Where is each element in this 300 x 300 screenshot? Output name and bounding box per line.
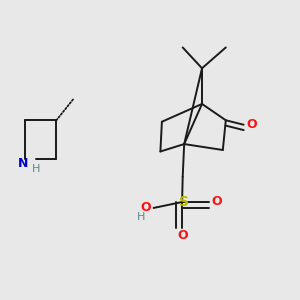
- Text: O: O: [246, 118, 257, 130]
- Text: O: O: [140, 201, 151, 214]
- Text: H: H: [32, 164, 40, 174]
- Text: O: O: [212, 195, 223, 208]
- Text: N: N: [18, 157, 28, 170]
- Text: O: O: [177, 229, 188, 242]
- Text: H: H: [136, 212, 145, 222]
- Text: S: S: [179, 195, 189, 209]
